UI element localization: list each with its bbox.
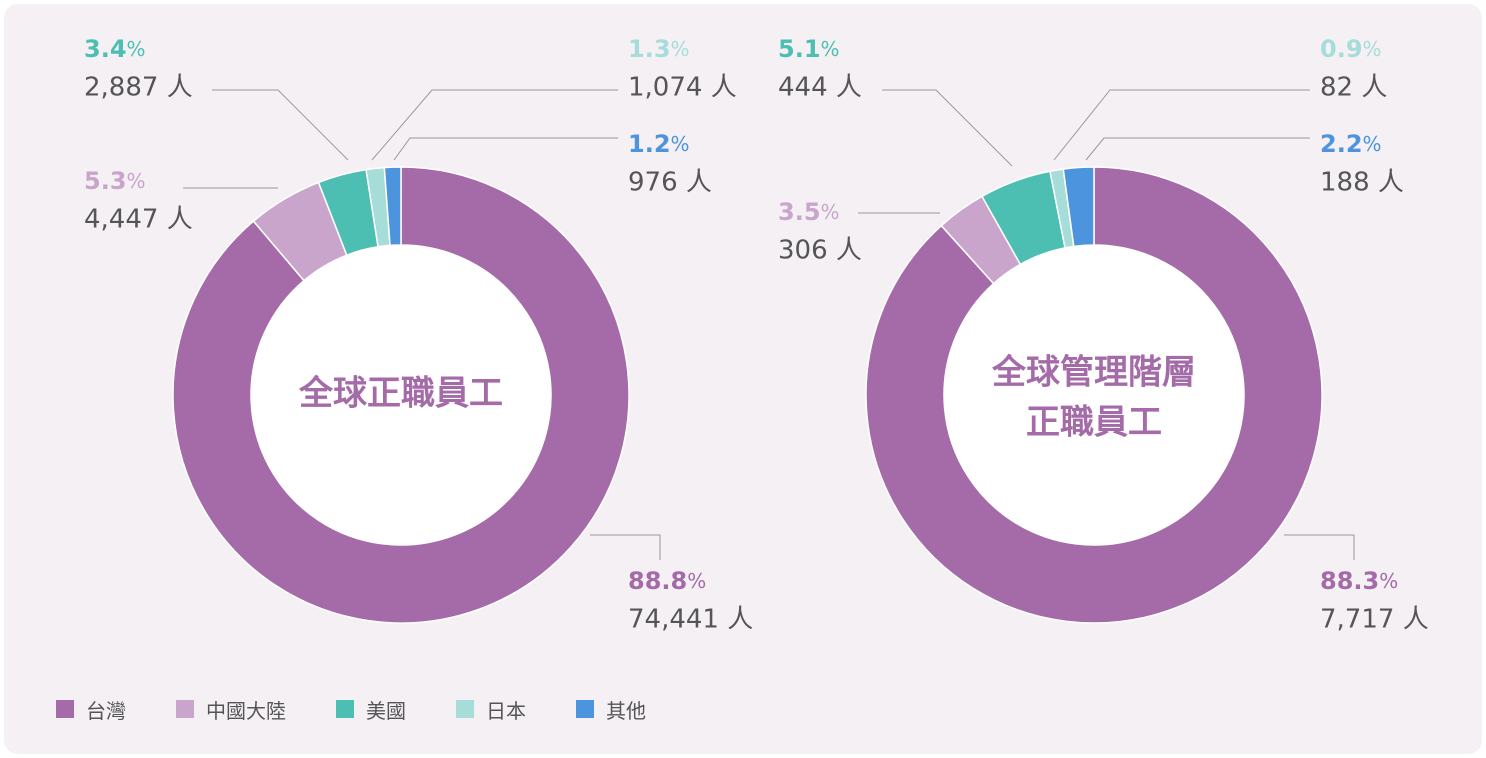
legend-label-usa: 美國: [366, 698, 406, 723]
leader-line-usa: [212, 89, 349, 161]
count-label-usa: 2,887 人: [84, 73, 193, 103]
donut-hole: [944, 245, 1244, 545]
percent-label-china: 5.3%: [84, 167, 146, 195]
percent-label-japan: 1.3%: [628, 35, 690, 63]
percent-label-taiwan: 88.8%: [628, 567, 706, 595]
legend-label-japan: 日本: [486, 698, 526, 723]
count-label-china: 306 人: [778, 236, 862, 266]
percent-label-usa: 5.1%: [778, 35, 840, 63]
legend-swatch-china: [176, 700, 194, 718]
legend-swatch-other: [576, 700, 594, 718]
count-label-japan: 1,074 人: [628, 73, 737, 103]
percent-label-japan: 0.9%: [1320, 35, 1382, 63]
legend-swatch-taiwan: [56, 700, 74, 718]
legend-label-other: 其他: [606, 698, 646, 723]
donut-hole: [251, 245, 551, 545]
leader-line-japan: [371, 89, 618, 161]
legend: 台灣 中國大陸 美國 日本 其他: [56, 694, 696, 724]
legend-item-other: 其他: [576, 695, 646, 724]
legend-item-japan: 日本: [456, 695, 526, 724]
leader-line-taiwan: [590, 534, 661, 560]
percent-label-other: 2.2%: [1320, 130, 1382, 158]
legend-swatch-usa: [336, 700, 354, 718]
count-label-china: 4,447 人: [84, 205, 193, 235]
percent-label-usa: 3.4%: [84, 35, 146, 63]
legend-label-china: 中國大陸: [206, 698, 286, 723]
center-label-line-1: 全球管理階層: [991, 353, 1196, 393]
center-label-line-1: 全球正職員工: [298, 374, 503, 414]
legend-item-china: 中國大陸: [176, 695, 286, 724]
donut-chart-1: 全球正職員工 88.8% 74,441 人 5.3% 4,447 人 3.4% 2,887 …: [84, 35, 753, 635]
count-label-other: 188 人: [1320, 168, 1404, 198]
legend-swatch-japan: [456, 700, 474, 718]
count-label-japan: 82 人: [1320, 73, 1387, 103]
legend-item-taiwan: 台灣: [56, 695, 126, 724]
leader-line-other: [393, 137, 618, 161]
percent-label-taiwan: 88.3%: [1320, 567, 1398, 595]
leader-line-japan: [1053, 89, 1310, 161]
legend-label-taiwan: 台灣: [86, 698, 126, 723]
percent-label-other: 1.2%: [628, 130, 690, 158]
leader-line-taiwan: [1284, 534, 1355, 560]
legend-item-usa: 美國: [336, 695, 406, 724]
count-label-taiwan: 7,717 人: [1320, 605, 1429, 635]
leader-line-usa: [882, 89, 1013, 167]
percent-label-china: 3.5%: [778, 198, 840, 226]
count-label-taiwan: 74,441 人: [628, 605, 753, 635]
center-label-line-2: 正職員工: [1026, 403, 1162, 443]
count-label-other: 976 人: [628, 168, 712, 198]
count-label-usa: 444 人: [778, 73, 862, 103]
leader-line-other: [1085, 137, 1310, 161]
